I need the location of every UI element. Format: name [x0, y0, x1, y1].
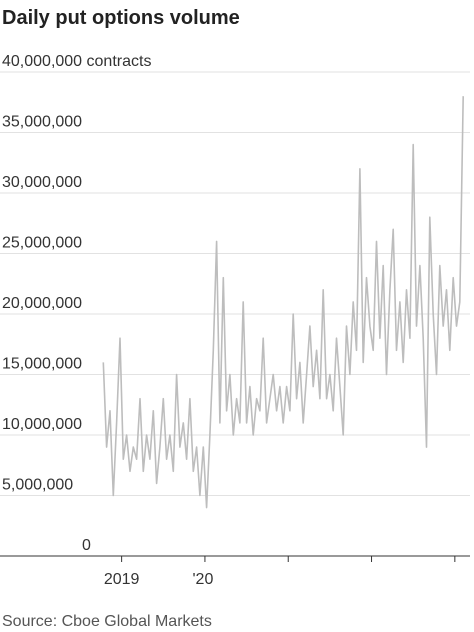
y-tick-label: 15,000,000 — [2, 356, 82, 373]
y-tick-label: 25,000,000 — [2, 235, 82, 252]
y-tick-label: 40,000,000 contracts — [2, 53, 151, 70]
source: Source: Cboe Global Markets — [2, 613, 212, 630]
x-tick-label: 2019 — [104, 571, 140, 588]
y-tick-label: 35,000,000 — [2, 114, 82, 131]
y-tick-label: 10,000,000 — [2, 416, 82, 433]
y-tick-label: 5,000,000 — [2, 477, 73, 494]
y-tick-label: 30,000,000 — [2, 174, 82, 191]
x-tick-label: '20 — [192, 571, 213, 588]
line — [102, 96, 464, 509]
y-tick-label: 0 — [82, 537, 91, 554]
chart-title: Daily put options volume — [2, 7, 240, 29]
y-tick-label: 20,000,000 — [2, 295, 82, 312]
